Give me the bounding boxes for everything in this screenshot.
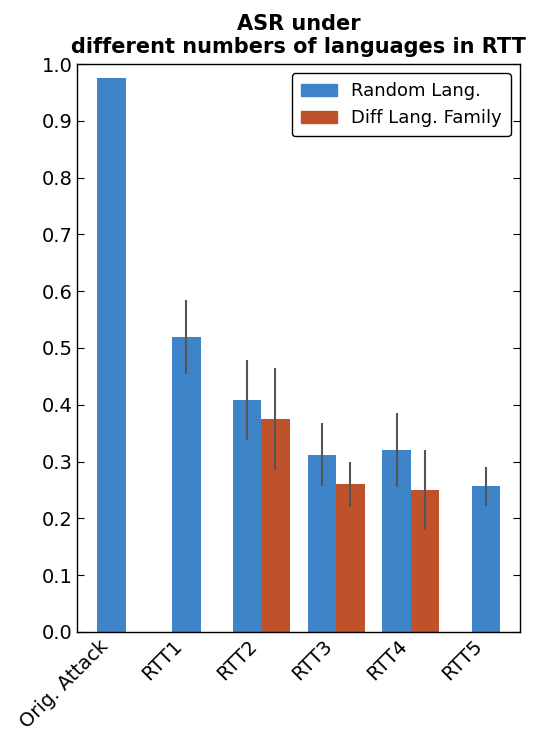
Bar (336, 484, 365, 632)
Bar (472, 486, 500, 632)
Bar (411, 490, 439, 632)
Bar (172, 336, 201, 632)
Bar (97, 78, 126, 632)
Bar (233, 400, 261, 632)
Title: ASR under
different numbers of languages in RTT: ASR under different numbers of languages… (71, 14, 526, 57)
Bar (308, 455, 336, 632)
Bar (382, 450, 411, 632)
Legend: Random Lang., Diff Lang. Family: Random Lang., Diff Lang. Family (292, 73, 511, 137)
Bar (261, 419, 290, 632)
